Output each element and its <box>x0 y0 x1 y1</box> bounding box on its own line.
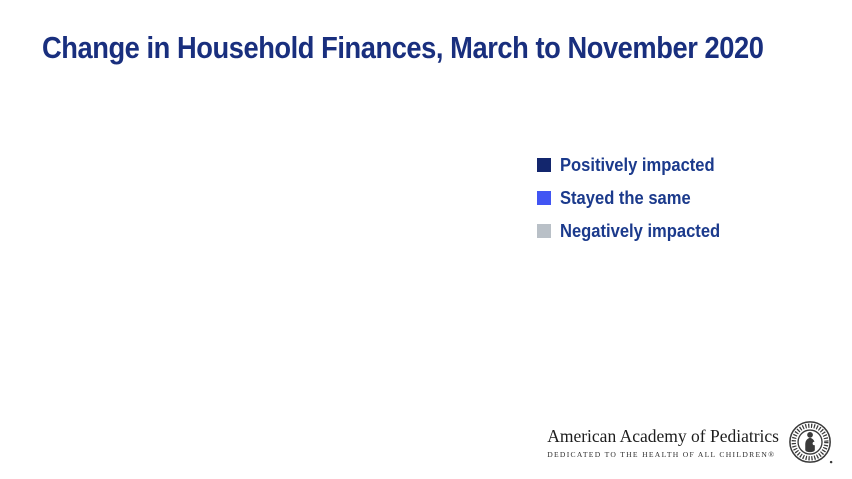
legend-label: Positively impacted <box>560 154 715 175</box>
legend-swatch-positively-impacted <box>537 158 551 172</box>
legend-swatch-stayed-the-same <box>537 191 551 205</box>
legend-swatch-negatively-impacted <box>537 224 551 238</box>
legend-label: Stayed the same <box>560 187 691 208</box>
legend-label: Negatively impacted <box>560 220 721 241</box>
aap-seal-icon <box>789 421 833 464</box>
legend-item: Stayed the same <box>537 188 734 208</box>
legend-item: Negatively impacted <box>537 221 734 241</box>
org-name: American Academy of Pediatrics <box>547 426 779 447</box>
legend-item: Positively impacted <box>537 155 734 175</box>
chart-legend: Positively impacted Stayed the same Nega… <box>537 155 734 254</box>
slide-title: Change in Household Finances, March to N… <box>42 30 764 65</box>
chart-plot-area <box>42 100 512 390</box>
org-tagline: DEDICATED TO THE HEALTH OF ALL CHILDREN® <box>547 449 776 459</box>
aap-branding: American Academy of Pediatrics DEDICATED… <box>547 420 834 466</box>
aap-brand-text: American Academy of Pediatrics DEDICATED… <box>547 426 779 459</box>
